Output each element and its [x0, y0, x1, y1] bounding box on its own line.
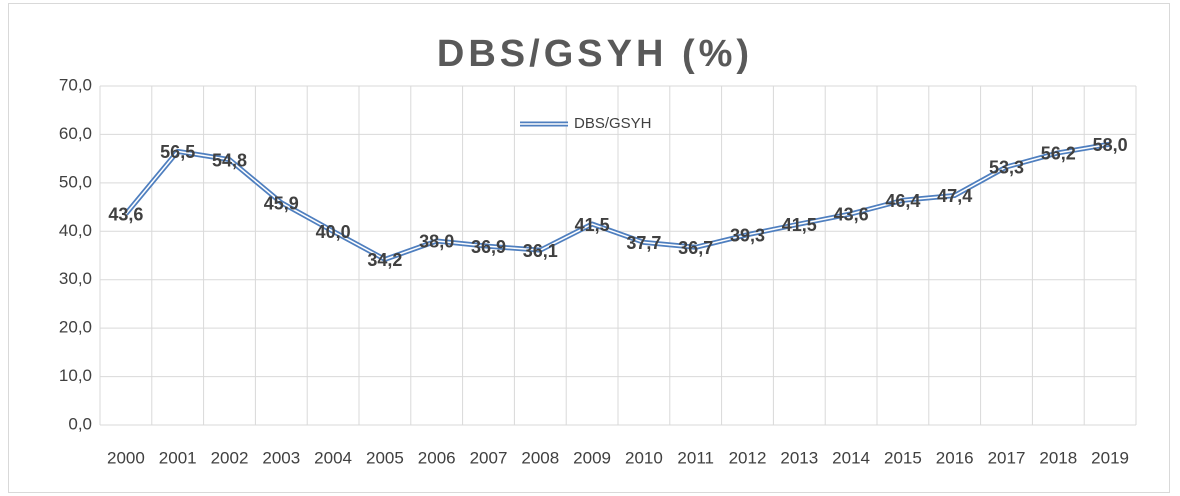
series-line-inner: [125, 143, 1111, 261]
data-label: 47,4: [937, 186, 972, 206]
x-tick-label: 2001: [159, 448, 197, 467]
x-tick-label: 2002: [211, 448, 249, 467]
x-tick-label: 2013: [780, 448, 818, 467]
data-label: 58,0: [1093, 135, 1128, 155]
y-tick-label: 30,0: [59, 269, 92, 288]
x-tick-label: 2018: [1039, 448, 1077, 467]
x-tick-label: 2010: [625, 448, 663, 467]
y-tick-label: 50,0: [59, 172, 92, 191]
x-tick-label: 2015: [884, 448, 922, 467]
x-tick-label: 2004: [314, 448, 352, 467]
data-label: 53,3: [989, 158, 1024, 178]
data-label: 38,0: [419, 232, 454, 252]
x-tick-label: 2017: [988, 448, 1026, 467]
x-tick-label: 2000: [107, 448, 145, 467]
data-label: 41,5: [575, 215, 610, 235]
data-label: 37,7: [626, 233, 661, 253]
data-label: 40,0: [316, 222, 351, 242]
y-tick-label: 60,0: [59, 124, 92, 143]
y-tick-label: 40,0: [59, 221, 92, 240]
data-label: 46,4: [885, 191, 920, 211]
legend-label: DBS/GSYH: [574, 115, 652, 132]
x-tick-label: 2019: [1091, 448, 1129, 467]
data-label: 54,8: [212, 150, 247, 170]
data-label: 39,3: [730, 225, 765, 245]
x-tick-label: 2006: [418, 448, 456, 467]
x-tick-label: 2003: [262, 448, 300, 467]
data-label: 43,6: [108, 205, 143, 225]
x-tick-label: 2014: [832, 448, 870, 467]
data-label: 36,1: [523, 241, 558, 261]
x-tick-label: 2016: [936, 448, 974, 467]
x-tick-label: 2005: [366, 448, 404, 467]
x-tick-label: 2012: [729, 448, 767, 467]
chart-title: DBS/GSYH (%): [437, 33, 753, 75]
data-label: 36,7: [678, 238, 713, 258]
data-label: 41,5: [782, 215, 817, 235]
y-tick-label: 70,0: [59, 75, 92, 94]
data-label: 36,9: [471, 237, 506, 257]
y-tick-label: 0,0: [68, 414, 92, 433]
data-label: 34,2: [367, 250, 402, 270]
y-tick-label: 10,0: [59, 366, 92, 385]
data-label: 56,2: [1041, 144, 1076, 164]
data-label: 56,5: [160, 142, 195, 162]
x-tick-label: 2008: [521, 448, 559, 467]
y-tick-label: 20,0: [59, 318, 92, 337]
x-tick-label: 2007: [470, 448, 508, 467]
data-label: 43,6: [834, 205, 869, 225]
x-tick-label: 2009: [573, 448, 611, 467]
data-label: 45,9: [264, 193, 299, 213]
chart-frame: [8, 3, 1170, 493]
x-tick-label: 2011: [677, 448, 714, 467]
